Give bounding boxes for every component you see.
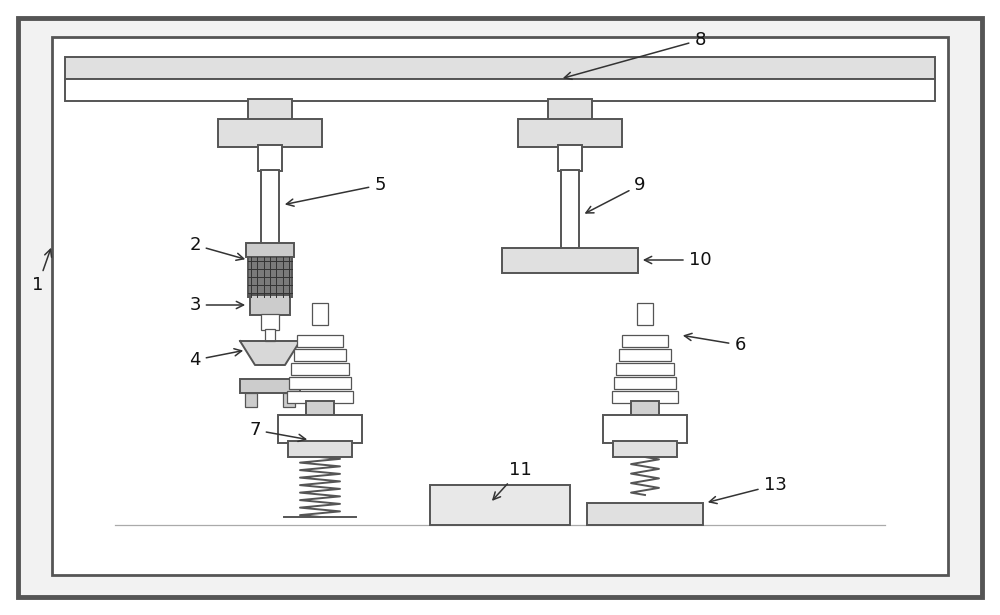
Bar [52, 37, 948, 575]
Bar [261, 170, 279, 245]
Bar [587, 503, 703, 525]
Bar [248, 257, 292, 297]
Bar [250, 295, 290, 315]
Bar [289, 377, 351, 389]
Bar [245, 393, 257, 407]
Bar [518, 119, 622, 147]
Bar [294, 349, 346, 361]
Bar [246, 243, 294, 257]
Bar [430, 485, 570, 525]
Bar [631, 401, 659, 417]
Text: 7: 7 [249, 421, 306, 442]
Text: 11: 11 [493, 461, 531, 499]
Bar [65, 79, 935, 101]
Polygon shape [240, 341, 300, 365]
Bar [297, 335, 343, 347]
Text: 8: 8 [564, 31, 706, 79]
Bar [306, 401, 334, 417]
Bar [261, 314, 279, 330]
Bar [613, 441, 677, 457]
Bar [218, 119, 322, 147]
Bar [616, 363, 674, 375]
Bar [622, 335, 668, 347]
Bar [288, 441, 352, 457]
Bar [240, 379, 300, 393]
Text: 4: 4 [189, 349, 242, 369]
Text: 1: 1 [32, 249, 52, 294]
Text: 10: 10 [644, 251, 711, 269]
Bar [278, 415, 362, 443]
Bar [619, 349, 671, 361]
Text: 6: 6 [684, 333, 746, 354]
Text: 9: 9 [586, 176, 646, 213]
Text: 13: 13 [709, 476, 786, 504]
Text: 3: 3 [189, 296, 244, 314]
Bar [248, 99, 292, 121]
Bar [65, 57, 935, 79]
Bar [502, 248, 638, 273]
Bar [561, 170, 579, 250]
Bar [283, 393, 295, 407]
Bar [558, 145, 582, 171]
Bar [265, 329, 275, 341]
Text: 5: 5 [286, 176, 386, 206]
Bar [612, 391, 678, 403]
Bar [637, 303, 653, 325]
Bar [291, 363, 349, 375]
Bar [548, 99, 592, 121]
Bar [287, 391, 353, 403]
Bar [258, 145, 282, 171]
Bar [614, 377, 676, 389]
Bar [312, 303, 328, 325]
Bar [603, 415, 687, 443]
Text: 2: 2 [189, 236, 244, 260]
